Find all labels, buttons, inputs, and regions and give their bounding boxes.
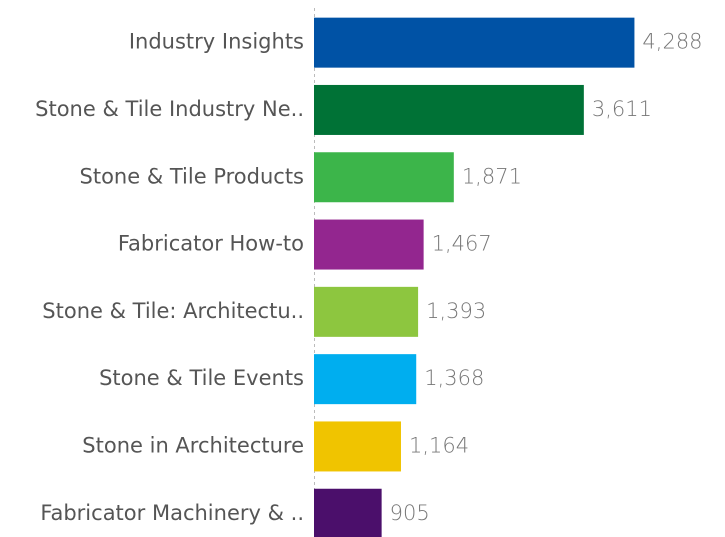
- bar: [314, 17, 635, 68]
- bar: [314, 421, 401, 472]
- value-label: 1,871: [462, 164, 522, 188]
- value-label: 1,393: [426, 299, 486, 323]
- category-label: Stone in Architecture: [82, 433, 304, 457]
- bar: [314, 488, 382, 537]
- value-label: 1,164: [409, 433, 469, 457]
- value-label: 1,467: [432, 232, 492, 256]
- bar: [314, 286, 419, 337]
- bar: [314, 84, 584, 135]
- value-label: 3,611: [592, 97, 652, 121]
- category-label: Fabricator How-to: [118, 232, 304, 256]
- bar: [314, 219, 424, 270]
- bar: [314, 152, 454, 203]
- value-label: 4,288: [642, 30, 702, 54]
- category-label: Stone & Tile Events: [99, 366, 304, 390]
- category-label: Stone & Tile: Architectu..: [42, 299, 304, 323]
- category-label: Industry Insights: [129, 30, 304, 54]
- bar: [314, 354, 417, 405]
- category-label: Stone & Tile Industry Ne..: [35, 97, 304, 121]
- value-label: 905: [390, 501, 430, 525]
- category-label: Stone & Tile Products: [80, 164, 305, 188]
- category-label: Fabricator Machinery & ..: [40, 501, 304, 525]
- value-label: 1,368: [424, 366, 484, 390]
